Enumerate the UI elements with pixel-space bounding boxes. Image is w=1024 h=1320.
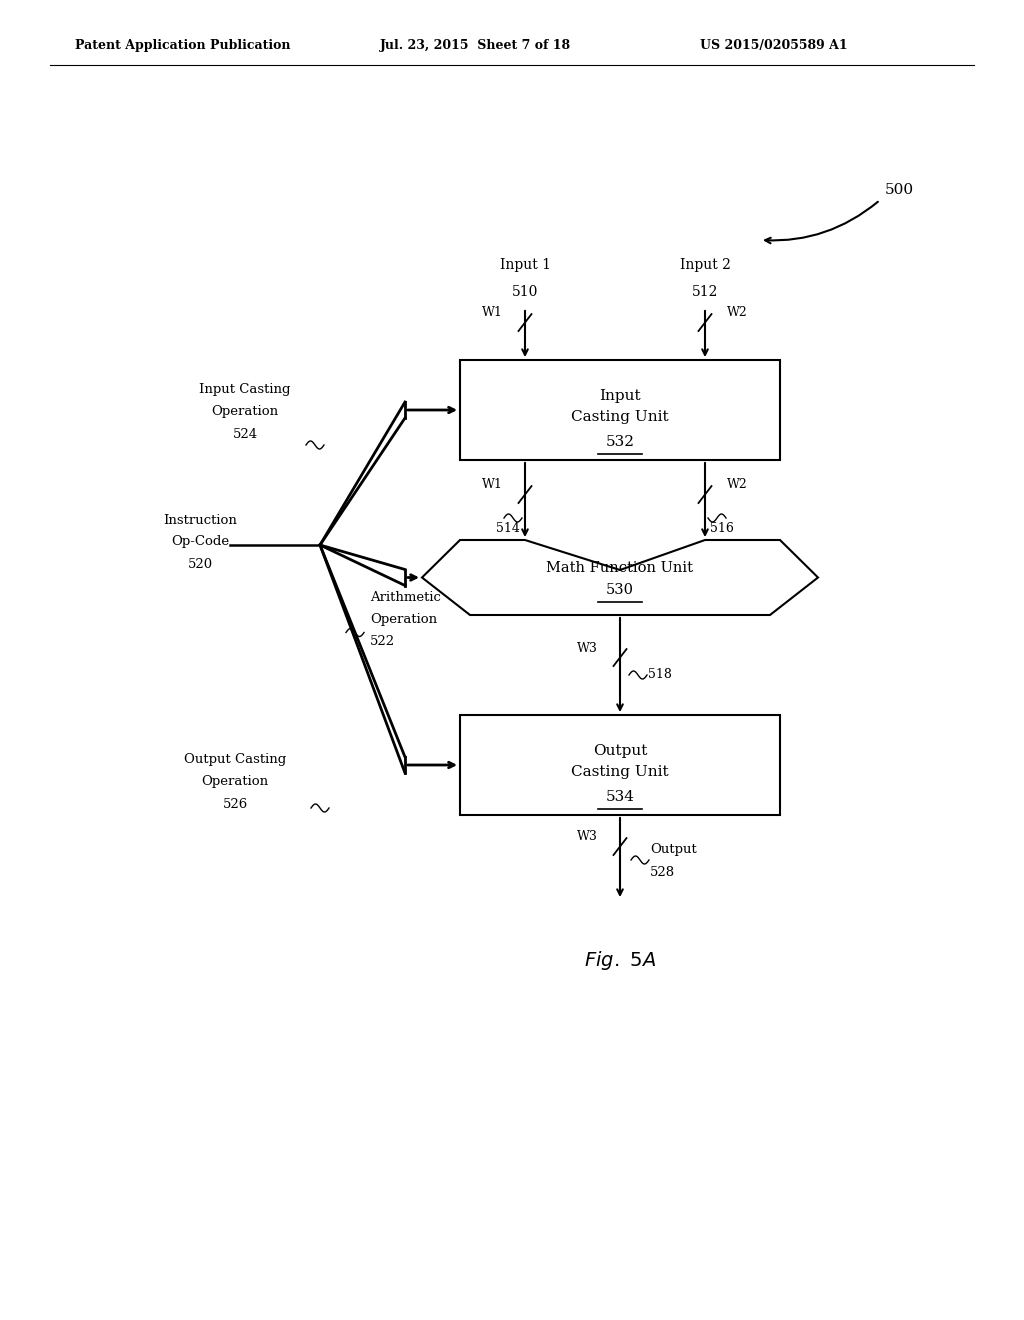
Text: 514: 514 — [496, 521, 520, 535]
Text: Output: Output — [593, 744, 647, 758]
Text: 512: 512 — [692, 285, 718, 300]
Text: 524: 524 — [232, 428, 258, 441]
Text: W2: W2 — [727, 306, 748, 319]
Text: 526: 526 — [222, 797, 248, 810]
Text: Jul. 23, 2015  Sheet 7 of 18: Jul. 23, 2015 Sheet 7 of 18 — [380, 38, 571, 51]
Text: Math Function Unit: Math Function Unit — [547, 561, 693, 576]
Text: 520: 520 — [187, 557, 213, 570]
Text: W1: W1 — [482, 306, 503, 319]
Text: Output Casting: Output Casting — [184, 754, 286, 767]
Text: US 2015/0205589 A1: US 2015/0205589 A1 — [700, 38, 848, 51]
Text: 532: 532 — [605, 436, 635, 449]
Text: $\mathit{Fig.}$ $\mathit{5A}$: $\mathit{Fig.}$ $\mathit{5A}$ — [584, 949, 656, 972]
Text: Input Casting: Input Casting — [200, 384, 291, 396]
Text: 522: 522 — [370, 635, 395, 648]
Text: W3: W3 — [578, 830, 598, 843]
Bar — [460, 715, 780, 814]
Text: Operation: Operation — [211, 405, 279, 418]
Text: Casting Unit: Casting Unit — [571, 411, 669, 424]
Text: 518: 518 — [648, 668, 672, 681]
Text: Input 2: Input 2 — [680, 257, 730, 272]
Text: W2: W2 — [727, 479, 748, 491]
Text: Input 1: Input 1 — [500, 257, 551, 272]
Text: 534: 534 — [605, 789, 635, 804]
Text: Operation: Operation — [202, 776, 268, 788]
Text: Output: Output — [650, 843, 696, 857]
Polygon shape — [319, 411, 406, 766]
Text: 530: 530 — [606, 583, 634, 598]
Text: Casting Unit: Casting Unit — [571, 766, 669, 779]
Bar — [460, 360, 780, 459]
Text: Input: Input — [599, 389, 641, 403]
Text: Arithmetic: Arithmetic — [370, 591, 441, 605]
Text: 510: 510 — [512, 285, 539, 300]
Text: Op-Code: Op-Code — [171, 536, 229, 549]
Text: 528: 528 — [650, 866, 675, 879]
Polygon shape — [422, 540, 818, 615]
Text: 516: 516 — [710, 521, 734, 535]
Text: Instruction: Instruction — [163, 513, 237, 527]
Text: Operation: Operation — [370, 612, 437, 626]
Text: 500: 500 — [885, 183, 914, 197]
Text: W1: W1 — [482, 479, 503, 491]
Text: Patent Application Publication: Patent Application Publication — [75, 38, 291, 51]
Text: W3: W3 — [578, 642, 598, 655]
